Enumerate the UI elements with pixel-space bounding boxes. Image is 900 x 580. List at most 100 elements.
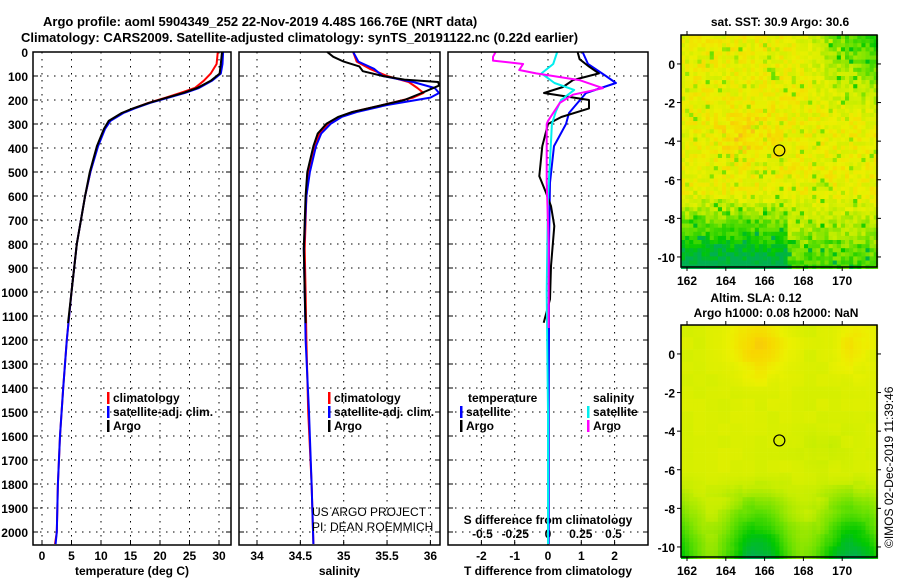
legend-label: Argo [113,419,141,433]
depth-tick-label: 800 [8,238,28,252]
lon-tick-label: 162 [677,274,697,288]
x-tick-label: 36 [424,549,438,563]
credits-line-1: US ARGO PROJECT [312,505,427,519]
depth-axis: 0 100 200 300 400 500 600 700 800 900 1000 1100 1200… [1,46,28,540]
lat-tick-label: -2 [664,97,675,111]
depth-tick-label: 600 [8,190,28,204]
depth-tick-label: 1300 [1,358,28,372]
x-tick-label: 5 [68,549,75,563]
series-line-argo-salinity [492,51,604,328]
legend-swatch [587,406,590,418]
x-axis-label: T difference from climatology [464,564,632,578]
lon-tick-label: 166 [755,564,775,578]
series-line-climatology [303,51,425,545]
map-raster [681,325,879,559]
depth-tick-label: 0 [21,46,28,60]
title-line-1: Argo profile: aoml 5904349_252 22-Nov-20… [43,14,477,29]
legend-label: Argo [466,419,494,433]
depth-tick-label: 300 [8,118,28,132]
x2-tick-label: -0.5 [472,527,493,541]
map-raster [681,35,879,269]
legend-swatch [107,392,110,404]
lat-tick-label: -6 [664,174,675,188]
legend-label: satellite-adj. clim. [113,405,213,419]
legend-label: satellite [593,405,638,419]
series-line-satellite-temperature [547,51,617,544]
legend-label: satellite-adj. clim. [334,405,434,419]
lon-tick-label: 170 [832,564,852,578]
lon-tick-label: 168 [793,564,813,578]
sst-map-title: sat. SST: 30.9 Argo: 30.6 [711,15,850,29]
legend-label: climatology [334,391,401,405]
x-tick-label: 35 [337,549,351,563]
lat-tick-label: -2 [664,387,675,401]
legend-swatch [107,406,110,418]
depth-tick-label: 1000 [1,286,28,300]
plot-frame [32,51,232,546]
x-tick-label: 20 [153,549,167,563]
legend-header-salinity: salinity [593,391,635,405]
sla-map: 162 164 166 168 170 0 -2 -4 -6 -8 -10 Altim. SLA: 0… [658,291,881,578]
x2-tick-label: 0.25 [569,527,593,541]
depth-tick-label: 100 [8,70,28,84]
legend-label: Argo [593,419,621,433]
lat-tick-label: -8 [664,502,675,516]
lon-tick-label: 166 [755,274,775,288]
plot-frame [238,51,441,546]
series-line-argo [302,51,441,324]
legend-swatch [460,406,463,418]
depth-tick-label: 2000 [1,526,28,540]
x-axis-label: salinity [319,564,361,578]
plot-frame [447,51,649,546]
argo-position-marker [773,434,786,447]
legend-swatch [107,420,110,432]
depth-tick-label: 1700 [1,454,28,468]
x-tick-label: 15 [124,549,138,563]
sla-map-title: Altim. SLA: 0.12 [710,291,802,305]
sst-map: 162 164 166 168 170 0 -2 -4 -6 -8 -10 sat. SST: 30.… [658,15,881,288]
sla-map-subtitle: Argo h1000: 0.08 h2000: NaN [694,306,859,320]
lon-tick-label: 162 [677,564,697,578]
title-line-2: Climatology: CARS2009. Satellite-adjuste… [21,30,578,45]
legend-swatch [460,420,463,432]
depth-tick-label: 400 [8,142,28,156]
map-frame [680,34,878,268]
depth-tick-label: 1500 [1,406,28,420]
x-tick-label: 0 [545,549,552,563]
depth-tick-label: 1600 [1,430,28,444]
series-line-satellite-adj-clim- [54,51,225,545]
depth-tick-label: 1400 [1,382,28,396]
lat-tick-label: 0 [668,58,675,72]
lat-tick-label: -8 [664,212,675,226]
credits-line-2: PI: DEAN ROEMMICH [312,520,433,534]
lat-tick-label: -6 [664,464,675,478]
map-frame [680,324,878,558]
x-tick-label: 0 [39,549,46,563]
depth-tick-label: 500 [8,166,28,180]
lon-tick-label: 164 [716,274,736,288]
x-tick-label: 2 [611,549,618,563]
depth-tick-label: 900 [8,262,28,276]
lon-tick-label: 170 [832,274,852,288]
series-line-argo-temperature [538,51,600,323]
depth-tick-label: 1200 [1,334,28,348]
x-tick-label: 10 [94,549,108,563]
salinity-panel: 34 34.5 35 35.5 36 salinity climatologysatelli… [238,51,441,578]
difference-panel: -2 -1 0 1 2-0.5 -0.25 0 0.25 0.5S difference fro… [447,51,649,578]
x-tick-label: 30 [212,549,226,563]
x-tick-label: 35.5 [375,549,399,563]
depth-tick-label: 200 [8,94,28,108]
legend-label: climatology [113,391,180,405]
legend-header-temperature: temperature [468,391,538,405]
x-tick-label: 34 [250,549,264,563]
legend-swatch [328,392,331,404]
x-tick-label: -1 [509,549,520,563]
argo-position-marker [773,144,786,157]
lat-tick-label: 0 [668,348,675,362]
x-tick-label: 25 [183,549,197,563]
depth-tick-label: 1900 [1,502,28,516]
depth-tick-label: 1100 [2,310,28,324]
x-tick-label: 1 [578,549,585,563]
lat-tick-label: -4 [664,135,675,149]
